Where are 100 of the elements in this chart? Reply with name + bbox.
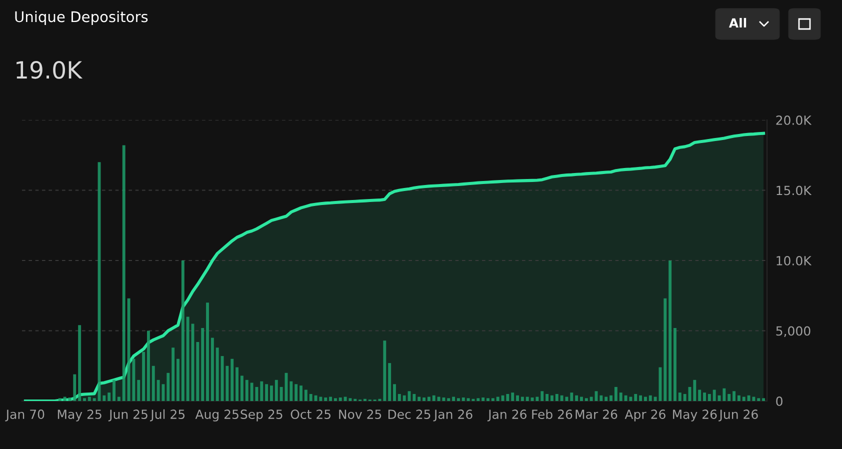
bar <box>452 396 456 401</box>
bar <box>600 395 603 401</box>
bar <box>63 396 66 401</box>
bar <box>230 358 234 401</box>
bar <box>486 398 490 401</box>
bar <box>112 380 116 401</box>
bar <box>511 392 514 401</box>
bar <box>334 398 337 401</box>
chart-title: Unique Depositors <box>15 10 148 26</box>
x-tick-label: Mar 26 <box>576 410 618 420</box>
y-tick-label: 0 <box>776 396 782 406</box>
bar <box>58 398 62 401</box>
bar <box>648 395 652 401</box>
bar <box>540 391 544 401</box>
bar <box>674 328 676 401</box>
bar <box>172 348 175 401</box>
bar <box>146 330 150 401</box>
bar <box>703 392 706 401</box>
bar <box>482 397 485 401</box>
x-tick-label: Feb 26 <box>532 409 572 420</box>
bar <box>274 380 278 401</box>
y-tick-label: 20.0K <box>776 115 812 125</box>
bar <box>210 338 214 401</box>
bar <box>584 398 588 401</box>
bar <box>152 366 155 401</box>
x-tick-label: Sep 25 <box>240 410 282 422</box>
bar <box>196 342 200 401</box>
y-tick-label: 10.0K <box>776 256 812 266</box>
x-tick-label: Jun 25 <box>108 410 148 422</box>
bar <box>88 396 91 401</box>
bar <box>610 395 612 401</box>
bar <box>117 396 120 401</box>
bar <box>186 316 190 401</box>
bar <box>737 395 740 401</box>
bar <box>319 396 322 401</box>
bar <box>338 397 342 401</box>
y-tick-label: 15.0K <box>776 186 812 196</box>
bar <box>304 390 308 401</box>
bar <box>506 394 510 401</box>
bar <box>418 396 421 401</box>
bar <box>236 367 239 401</box>
bar <box>683 394 686 401</box>
bar <box>712 390 716 401</box>
bar <box>309 394 312 401</box>
bar <box>668 260 672 401</box>
bar <box>516 395 519 401</box>
bar <box>546 394 549 401</box>
bar <box>137 380 140 401</box>
bar <box>575 395 578 401</box>
bar <box>280 386 283 401</box>
y-tick-label: 5,000 <box>776 326 810 337</box>
bar <box>181 260 184 401</box>
bar <box>732 391 736 401</box>
bar <box>388 363 392 401</box>
bar <box>664 298 667 401</box>
bar <box>324 397 328 401</box>
bar <box>393 384 396 401</box>
bar <box>245 380 248 401</box>
bar <box>92 398 96 401</box>
x-tick-label: Jun 26 <box>718 410 758 422</box>
bar <box>260 381 264 401</box>
bar <box>240 376 244 401</box>
x-tick-label: Aug 25 <box>195 410 238 422</box>
x-tick-label: Apr 26 <box>624 410 666 422</box>
bar <box>722 388 726 401</box>
bar <box>604 396 608 401</box>
bar <box>83 398 86 401</box>
bar <box>678 392 682 401</box>
x-tick-label: Dec 25 <box>388 410 430 420</box>
bar <box>402 395 406 401</box>
bar <box>619 392 622 401</box>
bar <box>270 386 273 401</box>
bar <box>466 398 470 401</box>
bar <box>216 348 219 401</box>
bar <box>265 384 268 401</box>
bar <box>580 396 583 401</box>
bar <box>693 380 696 401</box>
bar <box>300 386 302 401</box>
bar <box>176 358 180 401</box>
bar <box>570 392 574 401</box>
bar <box>102 395 106 401</box>
bar <box>422 397 426 401</box>
chart-subtitle: 19.0K <box>16 60 83 79</box>
bar <box>526 396 529 401</box>
bar <box>456 398 460 401</box>
x-tick-label: Nov 25 <box>339 410 382 420</box>
bar <box>206 302 209 401</box>
bar <box>639 395 642 401</box>
bar <box>427 396 430 401</box>
bar <box>644 396 647 401</box>
bar <box>290 381 293 401</box>
bar <box>398 394 401 401</box>
bar <box>447 398 450 401</box>
bar <box>122 145 126 401</box>
x-tick-label: Jul 25 <box>150 409 185 422</box>
bar <box>294 384 298 401</box>
bar <box>78 325 82 401</box>
bar <box>476 398 480 401</box>
bar <box>614 386 618 401</box>
bar <box>73 374 76 401</box>
